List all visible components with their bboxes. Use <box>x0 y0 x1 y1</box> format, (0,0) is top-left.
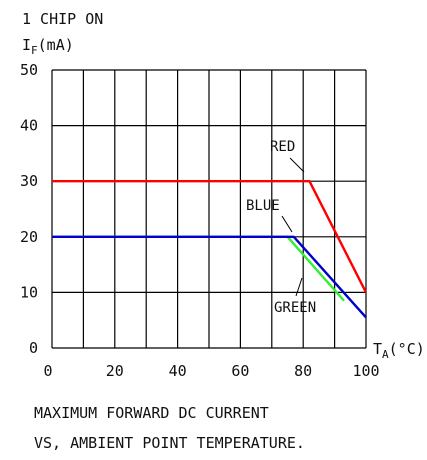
y-tick-label: 20 <box>20 228 38 246</box>
series-line-green <box>52 235 345 302</box>
series-label-blue: BLUE <box>246 198 280 214</box>
y-tick-label: 10 <box>20 283 38 301</box>
leader-line-green <box>295 277 303 297</box>
series-label-green: GREEN <box>274 300 316 316</box>
y-tick-label: 50 <box>20 61 38 79</box>
x-tick-label: 0 <box>43 362 52 380</box>
x-tick-label: 100 <box>352 362 379 380</box>
y-tick-label: 0 <box>29 339 38 357</box>
x-tick-label: 60 <box>231 362 249 380</box>
x-tick-label: 80 <box>294 362 312 380</box>
series-lines <box>52 179 368 319</box>
y-tick-label: 40 <box>20 117 38 135</box>
series-annotations: RED BLUE GREEN <box>246 139 316 316</box>
y-tick-label: 30 <box>20 172 38 190</box>
leader-line-red <box>289 157 305 173</box>
series-line-blue <box>52 235 367 319</box>
leader-line-blue <box>281 215 293 233</box>
series-label-red: RED <box>270 139 295 155</box>
caption-line-1: MAXIMUM FORWARD DC CURRENT <box>34 404 269 422</box>
series-line-red <box>52 179 368 293</box>
x-tick-label: 20 <box>106 362 124 380</box>
tick-labels: 0 10 20 30 40 50 0 20 40 60 80 100 <box>20 61 380 380</box>
x-tick-label: 40 <box>169 362 187 380</box>
caption-line-2: VS, AMBIENT POINT TEMPERATURE. <box>34 434 305 452</box>
y-axis-label: IF(mA) <box>22 36 74 57</box>
chart-grid <box>51 69 367 349</box>
x-axis-label: TA(°C) <box>373 340 425 361</box>
chart-header: 1 CHIP ON <box>22 10 103 28</box>
